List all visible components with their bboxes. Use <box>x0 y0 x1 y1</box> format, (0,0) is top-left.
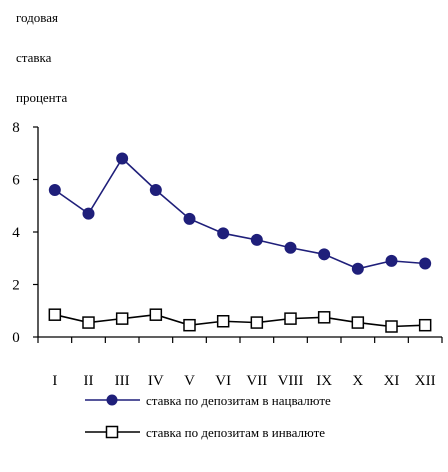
x-tick-label: XII <box>415 373 436 389</box>
data-point <box>82 207 95 220</box>
data-point <box>250 233 263 246</box>
legend-marker <box>106 394 118 406</box>
data-point <box>149 184 162 196</box>
legend-item: ставка по депозитам в инвалюте <box>85 425 325 440</box>
x-tick-label: VIII <box>278 373 304 389</box>
series-2 <box>48 308 432 333</box>
legend: ставка по депозитам в нацвалюте ставка по… <box>85 393 331 440</box>
x-tick-label: VI <box>215 373 231 389</box>
data-point <box>216 315 230 328</box>
series-line <box>54 313 426 328</box>
x-tick-label: IV <box>148 373 164 389</box>
data-point <box>183 318 196 332</box>
data-point <box>48 308 62 321</box>
data-point <box>284 241 297 254</box>
data-point <box>115 312 129 325</box>
axes <box>37 127 442 338</box>
y-axis-label-line: ставка <box>16 50 52 65</box>
x-tick-label: X <box>352 373 363 389</box>
series-layer <box>48 152 432 333</box>
legend-marker <box>105 425 119 439</box>
legend-label: ставка по депозитам в нацвалюте <box>146 393 331 408</box>
data-point <box>351 316 365 329</box>
x-tick-label: V <box>184 373 195 389</box>
y-axis-label-line: процента <box>16 90 67 105</box>
y-axis-label: годовая ставка процента <box>16 10 67 105</box>
data-point <box>317 311 331 324</box>
data-point <box>116 152 129 165</box>
y-ticks: 0 2 4 6 8 <box>12 120 38 346</box>
x-ticks: I II III IV V VI VII VIII IX X XI XII <box>37 337 443 389</box>
data-point <box>149 308 163 321</box>
data-point <box>183 212 196 225</box>
data-point <box>418 318 432 332</box>
x-tick-label: I <box>52 373 57 389</box>
y-tick-label: 6 <box>12 173 20 189</box>
y-axis-label-line: годовая <box>16 10 58 25</box>
data-point <box>284 312 297 325</box>
x-tick-label: II <box>84 373 94 389</box>
data-point <box>318 248 331 261</box>
series-line <box>54 157 426 270</box>
legend-label: ставка по депозитам в инвалюте <box>146 425 325 440</box>
x-tick-label: III <box>115 373 130 389</box>
data-point <box>48 184 61 196</box>
y-tick-label: 0 <box>12 330 20 346</box>
x-tick-label: VII <box>246 373 267 389</box>
data-point <box>385 254 398 267</box>
x-tick-label: IX <box>316 373 332 389</box>
legend-item: ставка по депозитам в нацвалюте <box>85 393 331 408</box>
data-point <box>419 257 432 270</box>
data-point <box>351 262 364 275</box>
data-point <box>385 320 398 333</box>
y-tick-label: 8 <box>12 120 20 136</box>
data-point <box>217 227 230 240</box>
y-tick-label: 4 <box>12 225 20 241</box>
y-tick-label: 2 <box>12 278 20 294</box>
x-tick-label: XI <box>384 373 400 389</box>
data-point <box>250 316 264 329</box>
data-point <box>82 316 95 329</box>
series-1 <box>48 152 432 275</box>
